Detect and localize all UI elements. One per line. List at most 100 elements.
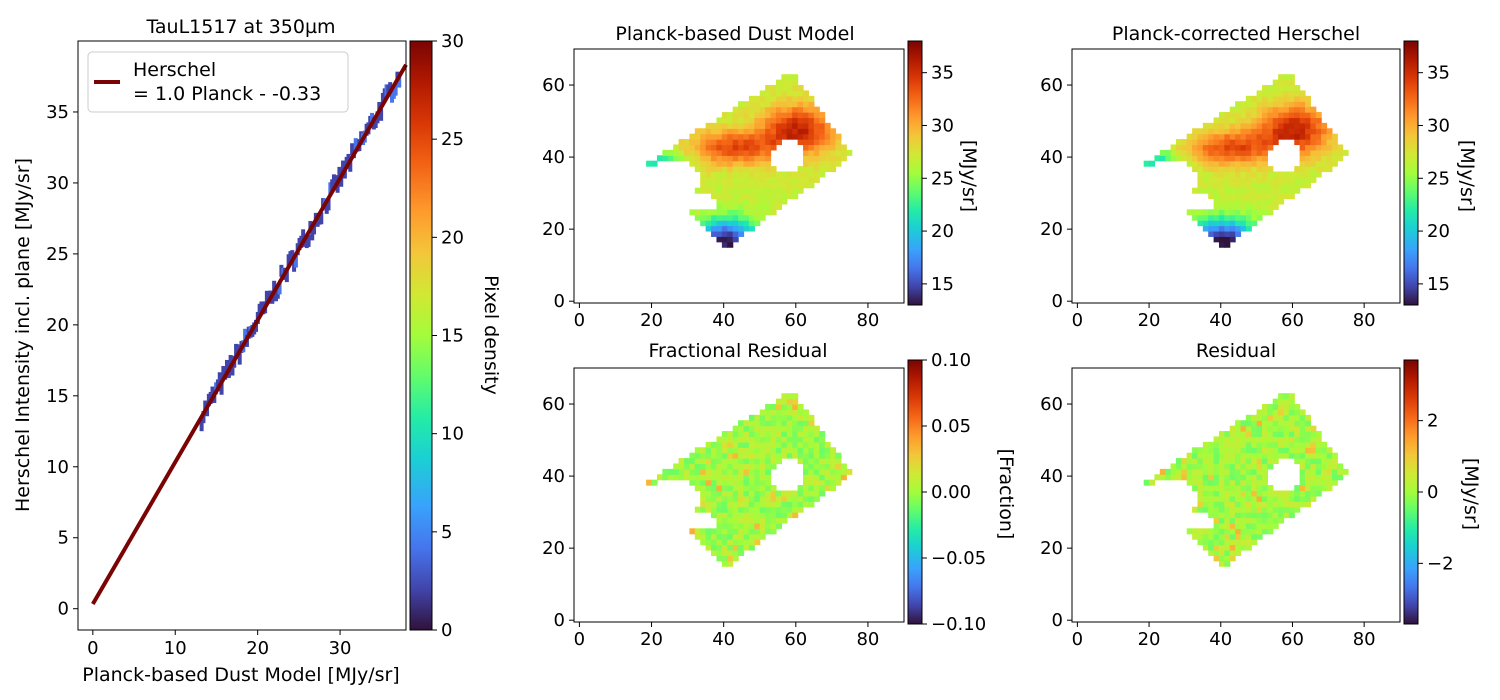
map-pixel bbox=[803, 106, 810, 113]
map-pixel bbox=[732, 441, 739, 448]
map-pixel bbox=[743, 171, 750, 178]
map-pixel bbox=[1294, 90, 1301, 97]
map-pixel bbox=[1267, 90, 1274, 97]
map-pixel bbox=[765, 463, 772, 470]
map-pixel bbox=[1208, 501, 1215, 508]
map-pixel bbox=[765, 490, 772, 497]
map-pixel bbox=[1181, 144, 1188, 151]
map-pixel bbox=[1278, 101, 1285, 108]
map-pixel bbox=[738, 225, 745, 232]
map-pixel bbox=[727, 214, 734, 221]
map-pixel bbox=[1267, 101, 1274, 108]
map-pixel bbox=[770, 122, 777, 129]
map-pixel bbox=[716, 139, 723, 146]
map-pixel bbox=[1251, 522, 1258, 529]
map-pixel bbox=[694, 214, 701, 221]
map-pixel bbox=[813, 495, 820, 502]
map-pixel bbox=[819, 160, 826, 167]
map-pixel bbox=[684, 474, 691, 481]
map-pixel bbox=[797, 85, 804, 92]
map-pixel bbox=[765, 187, 772, 194]
map-pixel bbox=[716, 166, 723, 173]
map-pixel bbox=[1305, 495, 1311, 502]
map-pixel bbox=[808, 447, 815, 454]
map-pixel bbox=[1278, 420, 1285, 427]
map-pixel bbox=[1278, 182, 1285, 189]
map-pixel bbox=[694, 474, 701, 481]
panel-planck-corrected-herschel: Planck-corrected Herschel [MJy/sr] 0 20 40… bbox=[1040, 23, 1478, 331]
map-pixel bbox=[1261, 495, 1268, 502]
map-title: Planck-corrected Herschel bbox=[1112, 23, 1360, 45]
map-pixel bbox=[727, 560, 734, 567]
map-pixel bbox=[1208, 230, 1215, 237]
map-pixel bbox=[1224, 122, 1231, 129]
map-pixel bbox=[792, 447, 799, 454]
map-pixel bbox=[732, 544, 739, 551]
map-pixel bbox=[759, 182, 766, 189]
map-pixel bbox=[819, 133, 826, 140]
map-pixel bbox=[1261, 404, 1268, 411]
map-pixel bbox=[775, 187, 782, 194]
map-pixel bbox=[738, 144, 745, 151]
map-pixel bbox=[748, 193, 755, 200]
map-pixel bbox=[1208, 474, 1215, 481]
map-pixel bbox=[792, 425, 799, 432]
map-title: Planck-based Dust Model bbox=[615, 23, 854, 45]
map-pixel bbox=[1288, 452, 1295, 459]
map-pixel bbox=[743, 122, 750, 129]
map-pixel bbox=[732, 458, 739, 465]
map-pixel bbox=[721, 495, 728, 502]
map-pixel bbox=[732, 193, 739, 200]
map-pixel bbox=[1192, 458, 1199, 465]
map-pixel bbox=[700, 458, 707, 465]
density-cell bbox=[306, 234, 311, 247]
map-pixel bbox=[748, 517, 755, 524]
map-pixel bbox=[705, 544, 712, 551]
map-pixel bbox=[716, 441, 723, 448]
map-pixel bbox=[754, 517, 761, 524]
map-pixel bbox=[1202, 139, 1209, 146]
map-pixel bbox=[754, 193, 761, 200]
map-pixel bbox=[830, 474, 837, 481]
map-pixel bbox=[738, 447, 745, 454]
map-pixel bbox=[1326, 133, 1333, 140]
map-pixel bbox=[1245, 133, 1252, 140]
map-pixel bbox=[1229, 117, 1236, 124]
map-pixel bbox=[743, 528, 750, 535]
map-pixel bbox=[754, 160, 761, 167]
map-pixel bbox=[1256, 133, 1263, 140]
x-tick-label: 20 bbox=[246, 638, 269, 659]
map-pixel bbox=[721, 155, 728, 162]
map-pixel bbox=[738, 133, 745, 140]
map-pixel bbox=[1256, 458, 1263, 465]
map-pixel bbox=[1213, 225, 1220, 232]
map-pixel bbox=[786, 85, 793, 92]
map-pixel bbox=[721, 144, 728, 151]
map-pixel bbox=[656, 155, 663, 162]
map-pixel bbox=[705, 225, 712, 232]
map-pixel bbox=[727, 117, 734, 124]
map-pixel bbox=[1278, 95, 1285, 102]
map-pixel bbox=[1272, 404, 1279, 411]
map-pixel bbox=[1181, 468, 1188, 475]
map-pixel bbox=[1208, 447, 1215, 454]
map-pixel bbox=[1208, 171, 1215, 178]
map-pixel bbox=[1213, 501, 1220, 508]
map-pixel bbox=[1299, 441, 1306, 448]
map-pixel bbox=[721, 176, 728, 183]
map-pixel bbox=[748, 128, 755, 135]
map-pixel bbox=[1321, 122, 1328, 129]
map-pixel bbox=[721, 203, 728, 210]
map-pixel bbox=[716, 203, 723, 210]
map-pixel bbox=[1240, 133, 1247, 140]
map-pixel bbox=[754, 479, 761, 486]
map-pixel bbox=[803, 101, 810, 108]
map-pixel bbox=[808, 144, 815, 151]
map-pixel bbox=[1283, 106, 1290, 113]
map-pixel bbox=[840, 155, 847, 162]
y-tick-label: 20 bbox=[542, 219, 565, 240]
map-pixel bbox=[738, 436, 745, 443]
y-tick-label: 0 bbox=[1052, 291, 1063, 312]
map-pixel bbox=[1224, 533, 1231, 540]
map-pixel bbox=[1261, 452, 1268, 459]
